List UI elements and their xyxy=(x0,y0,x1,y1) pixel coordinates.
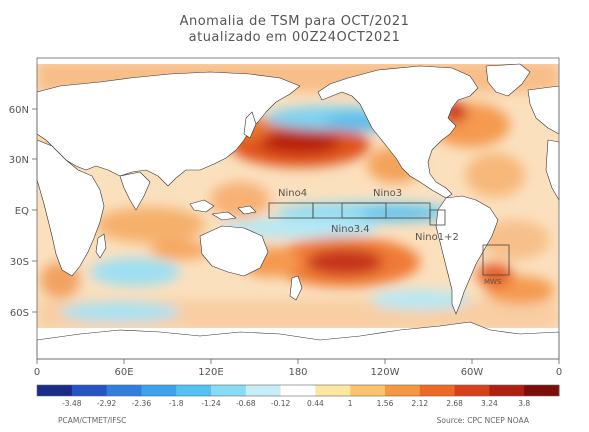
colorbar-segment xyxy=(419,385,456,396)
colorbar-tick-label: 3.8 xyxy=(518,399,530,408)
colorbar-frame xyxy=(36,384,560,397)
continents xyxy=(36,63,560,360)
indonesia xyxy=(189,199,257,221)
colorbar-segment xyxy=(280,385,316,396)
mws-box xyxy=(482,244,510,276)
colorbar-tick-label: -2.92 xyxy=(97,399,117,408)
colorbar-segment xyxy=(350,385,386,396)
label-nino3: Nino3 xyxy=(373,188,402,199)
africa-wrap xyxy=(545,139,560,201)
colorbar-tick-label: -2.36 xyxy=(132,399,152,408)
colorbar-segment xyxy=(37,385,73,396)
label-nino4: Nino4 xyxy=(278,188,307,199)
colorbar-segment xyxy=(71,385,108,396)
lon-label-120e: 120E xyxy=(198,367,223,378)
longitude-axis xyxy=(36,359,560,364)
lon-label-120w: 120W xyxy=(371,367,400,378)
nino-boxes xyxy=(268,202,510,276)
colorbar-tick-label: -0.12 xyxy=(271,399,291,408)
lat-label-30s: 30S xyxy=(10,257,29,268)
eurasia xyxy=(36,71,301,187)
colorbar-tick-label: 2.12 xyxy=(411,399,428,408)
colorbar-tick-label: 0.44 xyxy=(307,399,324,408)
colorbar-segment xyxy=(176,385,212,396)
lon-label-60w: 60W xyxy=(461,367,484,378)
footer-source: Source: CPC NCEP NOAA xyxy=(436,416,529,425)
colorbar: -3.48 -2.92 -2.36 -1.8 -1.24 -0.68 -0.12 0.44 1 1… xyxy=(36,384,560,408)
lat-label-60n: 60N xyxy=(9,105,29,116)
footer-credit: PCAM/CTMET/IFSC xyxy=(58,416,127,425)
colorbar-tick-label: -3.48 xyxy=(62,399,82,408)
greenland xyxy=(485,63,531,97)
lon-label-0-right: 0 xyxy=(556,367,562,378)
label-nino12: Nino1+2 xyxy=(415,232,459,243)
lon-label-180: 180 xyxy=(288,367,307,378)
latitude-axis xyxy=(32,108,37,313)
madagascar xyxy=(95,233,107,259)
colorbar-segment xyxy=(385,385,421,396)
australia xyxy=(199,225,269,277)
colorbar-tick-label: -1.24 xyxy=(201,399,221,408)
colorbar-tick-label: 1.56 xyxy=(377,399,394,408)
colorbar-segment xyxy=(211,385,247,396)
lon-label-0: 0 xyxy=(34,367,40,378)
colorbar-segment xyxy=(489,385,525,396)
lon-label-60e: 60E xyxy=(114,367,133,378)
colorbar-segment xyxy=(315,385,351,396)
colorbar-segment xyxy=(454,385,490,396)
map-subtitle: atualizado em 00Z24OCT2021 xyxy=(188,30,401,45)
lat-label-60s: 60S xyxy=(10,308,29,319)
colorbar-segment xyxy=(106,385,142,396)
label-nino34: Nino3.4 xyxy=(331,224,370,235)
colorbar-segment xyxy=(524,385,560,396)
anomaly-field xyxy=(37,58,559,359)
africa xyxy=(36,139,105,277)
colorbar-segment xyxy=(141,385,177,396)
lat-label-30n: 30N xyxy=(9,155,29,166)
colorbar-tick-label: 1 xyxy=(348,399,353,408)
colorbar-tick-label: -0.68 xyxy=(236,399,256,408)
colorbar-segment xyxy=(245,385,282,396)
colorbar-tick-label: -1.8 xyxy=(169,399,184,408)
colorbar-tick-label: 3.24 xyxy=(481,399,498,408)
new-zealand xyxy=(289,275,303,301)
map-title: Anomalia de TSM para OCT/2021 xyxy=(179,14,410,29)
label-mws: MWS xyxy=(484,278,502,286)
nino12-box xyxy=(429,209,446,226)
colorbar-tick-label: 2.68 xyxy=(446,399,463,408)
lat-label-eq: EQ xyxy=(15,206,29,217)
south-america xyxy=(435,195,499,315)
japan xyxy=(243,111,257,139)
india xyxy=(119,171,151,211)
